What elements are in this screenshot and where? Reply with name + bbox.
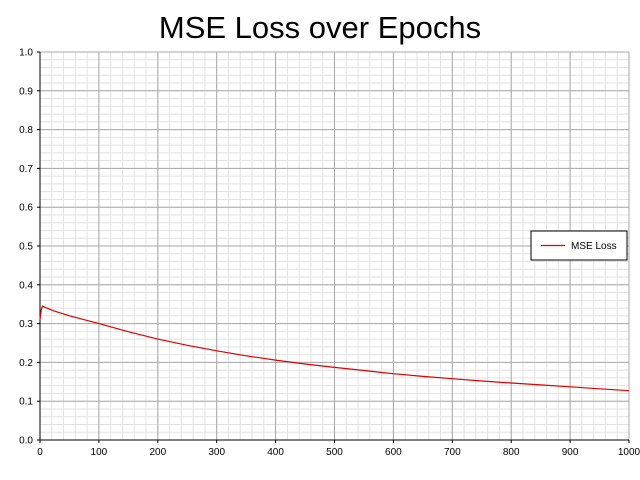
x-tick-label: 400 <box>267 447 284 458</box>
x-tick-label: 900 <box>562 447 579 458</box>
series-line <box>39 305 630 392</box>
y-tick-label: 0.0 <box>19 436 33 447</box>
y-tick-label: 0.1 <box>19 397 33 408</box>
x-tick-label: 0 <box>37 447 43 458</box>
x-tick-label: 600 <box>385 447 402 458</box>
x-tick-label: 800 <box>503 447 520 458</box>
x-tick-label: 200 <box>149 447 166 458</box>
x-tick-label: 700 <box>444 447 461 458</box>
y-tick-label: 0.4 <box>19 280 33 291</box>
legend-label: MSE Loss <box>571 241 617 252</box>
x-tick-label: 500 <box>326 447 343 458</box>
y-tick-label: 0.7 <box>19 164 33 175</box>
y-tick-label: 0.9 <box>19 86 33 97</box>
legend-box <box>530 230 628 261</box>
y-tick-label: 1.0 <box>19 48 33 59</box>
y-tick-label: 0.5 <box>19 242 33 253</box>
y-tick-label: 0.6 <box>19 203 33 214</box>
y-tick-label: 0.2 <box>19 358 33 369</box>
x-tick-label: 300 <box>208 447 225 458</box>
x-tick-label: 1000 <box>618 447 640 458</box>
x-tick-label: 100 <box>91 447 108 458</box>
y-tick-label: 0.3 <box>19 319 33 330</box>
chart-title: MSE Loss over Epochs <box>158 10 482 45</box>
y-tick-label: 0.8 <box>19 125 33 136</box>
